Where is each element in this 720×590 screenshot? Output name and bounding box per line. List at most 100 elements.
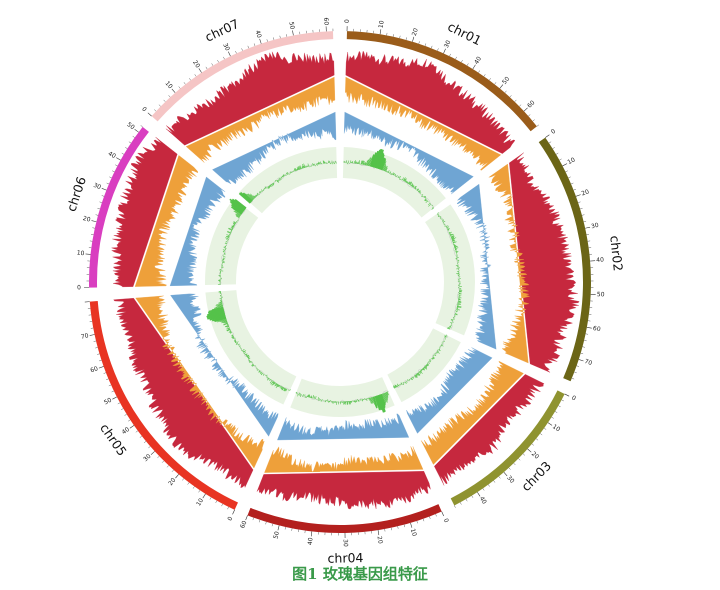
tick-label: 60 xyxy=(89,365,99,374)
tick-label: 50 xyxy=(597,291,605,298)
track-4-mark xyxy=(372,396,376,407)
track-4-mark xyxy=(231,226,234,229)
tick-major xyxy=(575,194,581,197)
track-4-mark xyxy=(394,385,396,388)
tick-label: 10 xyxy=(409,528,418,537)
track-4-mark xyxy=(366,398,368,401)
tick-minor xyxy=(392,34,394,37)
track-4-mark xyxy=(269,380,273,384)
track-4-mark xyxy=(246,193,254,201)
tick-major xyxy=(175,474,179,479)
track-4-mark xyxy=(289,389,291,391)
tick-minor xyxy=(187,482,190,485)
track-4-mark xyxy=(423,195,426,198)
track-4-mark xyxy=(448,326,451,329)
track-4-mark xyxy=(272,182,275,185)
tick-marks: 0 10 20 30 40 50 60 0 10 20 30 40 50 60 70 0 10 20 30 40 0 10… xyxy=(76,17,604,547)
tick-minor xyxy=(115,164,118,167)
track-1-chr05 xyxy=(113,298,254,488)
tick-major xyxy=(564,393,570,397)
track-4-mark xyxy=(398,384,400,387)
tick-minor xyxy=(536,124,539,127)
tick-major xyxy=(171,88,176,93)
tick-minor xyxy=(198,490,201,493)
tick-minor xyxy=(286,34,288,37)
tick-minor xyxy=(581,214,585,216)
track-4-mark xyxy=(400,383,402,385)
tick-minor xyxy=(154,109,157,112)
tick-minor xyxy=(551,416,554,419)
tick-minor xyxy=(273,37,275,40)
track-4-mark xyxy=(296,168,298,171)
track-4-mark xyxy=(255,194,258,197)
track-4-mark xyxy=(278,179,281,182)
track-4-mark xyxy=(431,358,434,360)
track-4-mark xyxy=(402,381,404,384)
track-4-mark xyxy=(258,193,260,195)
tick-label: 60 xyxy=(526,99,536,109)
track-4-mark xyxy=(242,192,253,202)
track-4-mark xyxy=(383,165,387,171)
tick-label: 10 xyxy=(566,156,576,166)
tick-label: 0 xyxy=(550,128,557,136)
tick-minor xyxy=(559,158,562,161)
track-4-mark xyxy=(268,185,271,188)
track-2-chr05 xyxy=(135,295,265,469)
track-4-mark xyxy=(270,380,274,385)
track-4-mark xyxy=(293,169,296,172)
track-4-mark xyxy=(303,165,305,169)
track-4-mark xyxy=(405,381,407,384)
track-4-mark xyxy=(231,226,234,228)
tick-minor xyxy=(99,359,102,362)
track-4-mark xyxy=(456,306,462,308)
ideogram-chr06 xyxy=(89,126,149,288)
track-4-mark xyxy=(449,233,453,236)
track-4-mark xyxy=(393,172,395,176)
track-4-mark xyxy=(233,223,236,225)
track-3-chr04 xyxy=(277,413,410,441)
track-2-chr01 xyxy=(345,76,502,171)
track-4-mark xyxy=(420,369,423,372)
track-4-mark xyxy=(381,161,386,171)
tick-major xyxy=(292,30,294,36)
track-4-mark xyxy=(296,167,299,171)
track-4-mark xyxy=(247,193,254,200)
tick-minor xyxy=(279,35,281,39)
track-4-mark xyxy=(426,364,429,367)
track-4-mark xyxy=(372,396,378,409)
track-4-baseline-chr02 xyxy=(437,213,460,330)
track-4-mark xyxy=(428,362,430,364)
chr-label-chr04: chr04 xyxy=(327,550,363,566)
track-4-mark xyxy=(242,350,245,353)
track-4-mark xyxy=(457,301,461,303)
tick-major xyxy=(443,48,446,54)
track-4-mark xyxy=(401,177,404,181)
tick-minor xyxy=(171,469,174,472)
tick-minor xyxy=(92,227,95,229)
track-4-mark xyxy=(259,191,261,193)
track-4-mark xyxy=(234,341,237,344)
track-4-mark xyxy=(447,228,449,230)
track-4-mark xyxy=(456,305,462,308)
track-4-mark xyxy=(269,185,272,187)
track-4-mark xyxy=(272,183,274,186)
track-4-mark xyxy=(417,372,420,376)
track-2-chr04 xyxy=(264,446,424,473)
tick-minor xyxy=(163,99,166,102)
track-4-mark xyxy=(235,213,241,217)
track-4-mark xyxy=(417,372,421,376)
track-4-mark xyxy=(416,188,419,191)
tick-minor xyxy=(431,45,433,49)
tick-label: 40 xyxy=(307,537,315,546)
tick-minor xyxy=(531,443,534,446)
green-bg-chr02 xyxy=(425,204,475,336)
figure-caption: 图1 玫瑰基因组特征 xyxy=(292,565,428,583)
track-4-mark xyxy=(409,182,413,186)
track-4-mark xyxy=(248,357,250,359)
track-4-mark xyxy=(250,194,255,199)
tick-label: 0 xyxy=(442,517,450,523)
track-4-mark xyxy=(363,161,365,165)
track-4-mark xyxy=(405,180,407,183)
track-4-mark xyxy=(234,340,237,342)
tick-major xyxy=(578,359,584,362)
